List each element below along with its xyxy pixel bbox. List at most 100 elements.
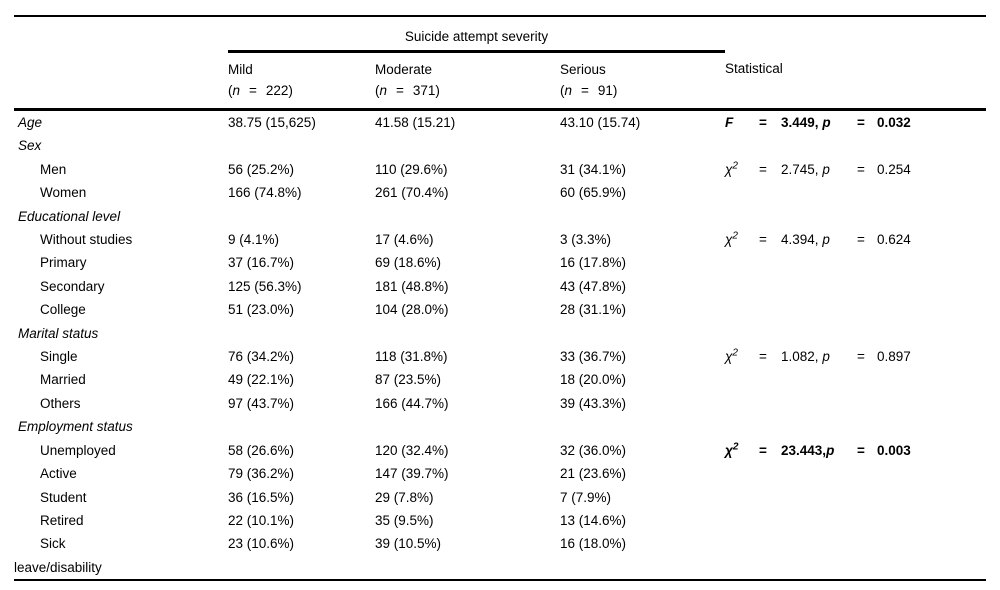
n-open: (n (375, 83, 388, 98)
cell-statistical: F = 3.449, p = 0.032 (725, 110, 986, 135)
cell-moderate: 166 (44.7%) (375, 395, 449, 411)
column-name: Moderate (375, 62, 433, 77)
row-label: Single (40, 349, 78, 365)
table-row: Sick 23 (10.6%) 39 (10.5%) 16 (18.0%) (14, 532, 986, 555)
cell-serious: 13 (14.6%) (560, 512, 627, 528)
table-row: Educational level (14, 205, 986, 228)
equals-sign: = (581, 83, 589, 98)
table-row: Active 79 (36.2%) 147 (39.7%) 21 (23.6%) (14, 462, 986, 485)
table-row: Married 49 (22.1%) 87 (23.5%) 18 (20.0%) (14, 368, 986, 391)
cell-moderate: 181 (48.8%) (375, 278, 449, 294)
cell-serious: 21 (23.6%) (560, 466, 627, 482)
cell-serious (560, 415, 725, 438)
column-name: Serious (560, 62, 606, 77)
column-header-serious: Serious (n = 91) (560, 51, 726, 111)
cell-statistical (725, 322, 986, 345)
cell-serious (560, 556, 725, 580)
cell-moderate: 104 (28.0%) (375, 302, 449, 318)
table-row: Employment status (14, 415, 986, 438)
table-row: Without studies 9 (4.1%) 17 (4.6%) 3 (3.3%)… (14, 228, 986, 251)
table-header: Suicide attempt severity Mild (n = 222) Mode… (14, 16, 987, 111)
cell-serious: 43 (47.8%) (560, 278, 627, 294)
row-label: Educational level (18, 208, 121, 224)
cell-serious: 28 (31.1%) (560, 302, 627, 318)
equals-sign: = (857, 161, 865, 177)
row-label: Employment status (18, 419, 133, 435)
n-variable: n (379, 83, 388, 98)
statistical-header-label: Statistical (725, 60, 783, 76)
stat-symbol-exponent: 2 (732, 230, 738, 242)
cell-mild: 125 (56.3%) (228, 278, 302, 294)
p-value: 0.624 (877, 232, 911, 248)
equals-sign: = (396, 83, 404, 98)
table-row: College 51 (23.0%) 104 (28.0%) 28 (31.1%) (14, 298, 986, 321)
n-value: 222) (265, 83, 293, 98)
spanner-left-spacer (14, 16, 228, 52)
table-row: Others 97 (43.7%) 166 (44.7%) 39 (43.3%) (14, 392, 986, 415)
cell-serious: 16 (17.8%) (560, 255, 627, 271)
cell-moderate: 147 (39.7%) (375, 466, 449, 482)
cell-statistical (725, 368, 986, 391)
cell-mild: 97 (43.7%) (228, 395, 295, 411)
stat-symbol: χ2 (725, 441, 739, 458)
equals-sign: = (857, 232, 865, 248)
equals-sign: = (759, 161, 767, 177)
cell-statistical (725, 532, 986, 555)
stat-value: 4.394, p (781, 232, 830, 248)
cell-mild: 49 (22.1%) (228, 372, 295, 388)
equals-sign: = (759, 115, 767, 130)
stat-symbol-exponent: 2 (732, 347, 738, 359)
cell-serious: 32 (36.0%) (560, 442, 627, 458)
column-header-mild: Mild (n = 222) (228, 51, 375, 111)
p-variable: p (822, 232, 830, 248)
cell-serious: 7 (7.9%) (560, 489, 612, 505)
column-n: (n = 91) (560, 80, 725, 101)
n-open: (n (560, 83, 573, 98)
cell-statistical (725, 275, 986, 298)
cell-serious (560, 205, 725, 228)
row-label: Retired (40, 512, 84, 528)
cell-mild: 23 (10.6%) (228, 536, 295, 552)
table-row: Unemployed 58 (26.6%) 120 (32.4%) 32 (36.0%… (14, 439, 986, 462)
p-variable: p (822, 161, 830, 177)
cell-statistical: χ2 = 1.082, p = 0.897 (725, 345, 986, 368)
cell-statistical (725, 556, 986, 580)
equals-sign: = (759, 442, 767, 458)
cell-mild: 38.75 (15,625) (228, 115, 316, 130)
column-header-statistical: Statistical (725, 51, 987, 111)
cell-statistical (725, 509, 986, 532)
cell-mild (228, 205, 375, 228)
table-row: Men 56 (25.2%) 110 (29.6%) 31 (34.1%) χ2 = 2.7… (14, 158, 986, 181)
row-label: Married (40, 372, 86, 388)
column-header-moderate: Moderate (n = 371) (375, 51, 560, 111)
cell-statistical: χ2 = 23.443,p = 0.003 (725, 439, 986, 462)
equals-sign: = (857, 349, 865, 365)
equals-sign: = (857, 115, 865, 130)
equals-sign: = (759, 349, 767, 365)
cell-mild: 58 (26.6%) (228, 442, 295, 458)
table-row: Primary 37 (16.7%) 69 (18.6%) 16 (17.8%) (14, 251, 986, 274)
spanner-right-spacer (725, 16, 986, 52)
cell-statistical (725, 298, 986, 321)
stat-symbol: χ2 (725, 230, 738, 248)
cell-moderate: 35 (9.5%) (375, 512, 434, 528)
cell-statistical (725, 415, 986, 438)
cell-serious: 18 (20.0%) (560, 372, 627, 388)
cell-mild: 36 (16.5%) (228, 489, 295, 505)
cell-mild: 9 (4.1%) (228, 232, 280, 248)
cell-statistical (725, 251, 986, 274)
cell-moderate (375, 134, 560, 157)
table-row: Secondary 125 (56.3%) 181 (48.8%) 43 (47.8%… (14, 275, 986, 298)
cell-mild (228, 134, 375, 157)
cell-mild: 166 (74.8%) (228, 185, 302, 201)
cell-serious: 43.10 (15.74) (560, 115, 641, 130)
cell-moderate: 41.58 (15.21) (375, 115, 456, 130)
table-row: Sex (14, 134, 986, 157)
row-label: Secondary (40, 278, 105, 294)
cell-mild: 76 (34.2%) (228, 349, 295, 365)
table-row: Student 36 (16.5%) 29 (7.8%) 7 (7.9%) (14, 486, 986, 509)
p-value: 0.897 (877, 349, 911, 365)
cell-serious (560, 134, 725, 157)
cell-mild: 56 (25.2%) (228, 161, 295, 177)
